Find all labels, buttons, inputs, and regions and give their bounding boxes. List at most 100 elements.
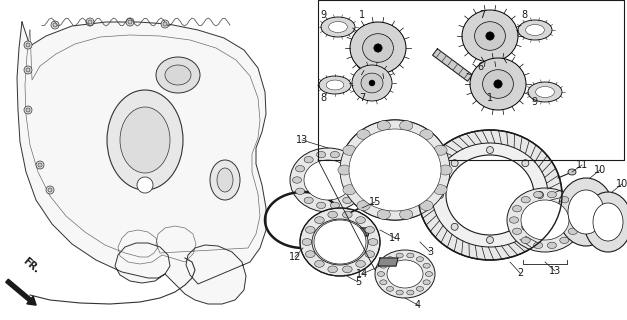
Circle shape — [51, 21, 59, 29]
Circle shape — [487, 236, 493, 244]
Ellipse shape — [584, 192, 627, 252]
Ellipse shape — [217, 168, 233, 192]
Ellipse shape — [343, 156, 352, 163]
Ellipse shape — [528, 82, 562, 102]
Ellipse shape — [521, 200, 569, 240]
Text: 12: 12 — [289, 252, 301, 262]
Text: 1: 1 — [359, 10, 365, 20]
Ellipse shape — [317, 202, 325, 209]
Ellipse shape — [290, 148, 366, 212]
Ellipse shape — [568, 228, 577, 235]
Circle shape — [24, 41, 32, 49]
Ellipse shape — [304, 160, 352, 200]
Ellipse shape — [439, 165, 452, 175]
Ellipse shape — [568, 205, 577, 212]
Ellipse shape — [420, 201, 433, 211]
Text: 14: 14 — [356, 269, 368, 279]
Ellipse shape — [302, 239, 312, 245]
Ellipse shape — [418, 130, 562, 260]
Ellipse shape — [304, 156, 314, 163]
Ellipse shape — [558, 178, 614, 246]
Circle shape — [522, 223, 529, 230]
Ellipse shape — [386, 286, 394, 291]
Circle shape — [88, 20, 92, 24]
Circle shape — [128, 20, 132, 24]
Ellipse shape — [120, 107, 170, 173]
Ellipse shape — [377, 154, 413, 186]
Circle shape — [26, 43, 30, 47]
Ellipse shape — [356, 217, 366, 223]
Ellipse shape — [462, 10, 518, 62]
FancyArrow shape — [6, 279, 36, 305]
Text: 13: 13 — [549, 266, 561, 276]
Ellipse shape — [521, 196, 530, 203]
Circle shape — [374, 44, 382, 52]
Circle shape — [537, 191, 544, 198]
Ellipse shape — [399, 209, 413, 219]
Ellipse shape — [593, 203, 623, 241]
Text: 5: 5 — [355, 277, 361, 287]
Ellipse shape — [343, 145, 356, 155]
Ellipse shape — [571, 217, 581, 223]
Ellipse shape — [340, 120, 450, 220]
Ellipse shape — [350, 22, 406, 74]
Ellipse shape — [357, 129, 370, 140]
Circle shape — [24, 66, 32, 74]
Ellipse shape — [387, 163, 403, 177]
Ellipse shape — [357, 201, 370, 211]
Ellipse shape — [305, 227, 315, 233]
Circle shape — [522, 160, 529, 167]
Polygon shape — [433, 49, 472, 81]
Circle shape — [161, 20, 169, 28]
Text: 7: 7 — [479, 10, 485, 20]
Text: 10: 10 — [594, 165, 606, 175]
Ellipse shape — [328, 266, 337, 273]
Text: 8: 8 — [320, 93, 326, 103]
Ellipse shape — [338, 165, 351, 175]
Circle shape — [26, 68, 30, 72]
Ellipse shape — [304, 197, 314, 204]
Ellipse shape — [107, 90, 183, 190]
Circle shape — [486, 32, 494, 40]
Ellipse shape — [351, 188, 361, 195]
Circle shape — [38, 163, 42, 167]
Ellipse shape — [315, 217, 324, 223]
Ellipse shape — [507, 188, 583, 252]
Ellipse shape — [347, 127, 443, 213]
Ellipse shape — [396, 290, 403, 295]
Ellipse shape — [305, 251, 315, 258]
Circle shape — [46, 186, 54, 194]
Circle shape — [369, 80, 375, 86]
Text: 7: 7 — [359, 93, 365, 103]
Ellipse shape — [416, 286, 424, 291]
Ellipse shape — [328, 211, 337, 218]
Circle shape — [382, 202, 389, 209]
Ellipse shape — [321, 17, 355, 37]
Ellipse shape — [423, 280, 430, 285]
Ellipse shape — [547, 242, 556, 249]
Text: 2: 2 — [517, 268, 523, 278]
Ellipse shape — [210, 160, 240, 200]
Circle shape — [24, 106, 32, 114]
Ellipse shape — [349, 129, 441, 211]
Circle shape — [421, 191, 428, 198]
Ellipse shape — [518, 20, 552, 40]
Polygon shape — [17, 22, 266, 304]
Ellipse shape — [295, 165, 305, 172]
Ellipse shape — [512, 205, 522, 212]
Ellipse shape — [434, 145, 447, 155]
Circle shape — [401, 132, 408, 138]
Text: 3: 3 — [427, 247, 433, 257]
Text: 8: 8 — [521, 10, 527, 20]
Ellipse shape — [375, 250, 435, 298]
Ellipse shape — [396, 253, 403, 258]
Ellipse shape — [300, 208, 380, 276]
Ellipse shape — [387, 260, 423, 288]
Text: 11: 11 — [576, 160, 588, 170]
Polygon shape — [353, 228, 370, 236]
Circle shape — [359, 204, 365, 210]
Ellipse shape — [340, 120, 450, 220]
Ellipse shape — [292, 177, 302, 183]
Ellipse shape — [330, 202, 339, 209]
Ellipse shape — [156, 57, 200, 93]
